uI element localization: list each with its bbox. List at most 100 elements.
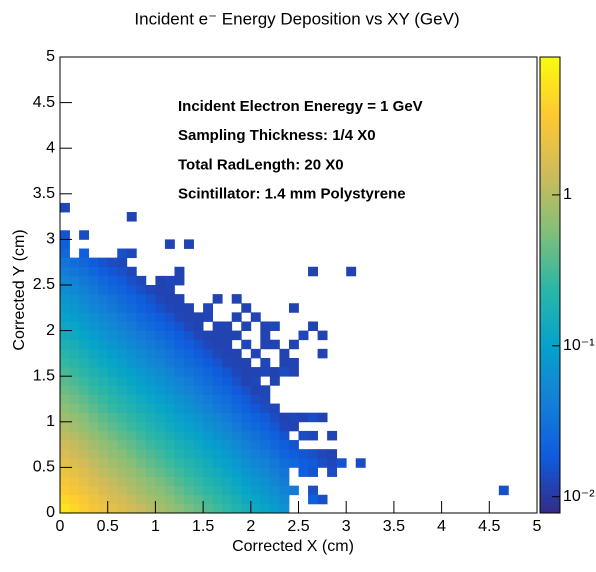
cell <box>241 430 252 441</box>
cell <box>107 458 118 468</box>
cell <box>260 476 271 487</box>
cell <box>60 202 70 213</box>
cell <box>260 458 271 468</box>
cell <box>164 458 175 468</box>
cell <box>193 330 204 341</box>
cell <box>155 367 166 377</box>
cell <box>241 339 252 350</box>
cell <box>250 394 261 404</box>
color-bar-step <box>540 140 560 145</box>
cell <box>69 503 80 514</box>
cell <box>155 357 166 368</box>
cell <box>69 458 80 468</box>
color-bar-step <box>540 247 560 252</box>
cell <box>145 321 156 331</box>
cell <box>231 494 242 505</box>
color-bar-step <box>540 243 560 248</box>
cell <box>498 485 509 496</box>
cell <box>212 485 223 496</box>
cell <box>88 430 99 441</box>
cell <box>184 385 194 395</box>
color-bar-step <box>540 452 560 457</box>
cell <box>222 503 233 514</box>
cells <box>60 202 509 514</box>
color-bar-step <box>540 83 560 88</box>
color-bar-step <box>540 391 560 396</box>
color-bar-frame <box>539 56 561 514</box>
cell <box>269 458 280 468</box>
cell <box>250 476 261 487</box>
cell <box>164 303 175 313</box>
cell <box>155 485 166 496</box>
cell <box>241 421 252 432</box>
cell <box>79 275 90 286</box>
cell <box>184 403 194 414</box>
color-bar-step <box>540 129 560 134</box>
cell <box>212 421 223 432</box>
cell <box>136 440 147 450</box>
cell <box>145 440 156 450</box>
cell <box>193 485 204 496</box>
cell <box>174 339 185 350</box>
cell <box>117 485 128 496</box>
cell <box>145 412 156 423</box>
cell <box>126 312 137 322</box>
color-bar-step <box>540 349 560 354</box>
cell <box>212 339 223 350</box>
color-bar-step <box>540 380 560 385</box>
cell <box>231 458 242 468</box>
cell <box>308 412 318 423</box>
cell <box>79 248 90 259</box>
cell <box>193 367 204 377</box>
color-bar-step <box>540 95 560 100</box>
cell <box>203 494 214 505</box>
cell <box>145 430 156 441</box>
cell <box>117 385 128 395</box>
cell <box>193 348 204 359</box>
cell <box>193 494 204 505</box>
cell <box>107 430 118 441</box>
cell <box>107 285 118 295</box>
cell <box>98 376 109 386</box>
cell <box>164 367 175 377</box>
cell <box>69 348 80 359</box>
cell <box>136 367 147 377</box>
color-bar-step <box>540 91 560 96</box>
cell <box>203 348 214 359</box>
cell <box>155 394 166 404</box>
cell <box>203 476 214 487</box>
color-bar-step <box>540 68 560 73</box>
cell <box>288 303 299 313</box>
cell <box>126 440 137 450</box>
cell <box>269 503 280 514</box>
cell <box>145 376 156 386</box>
cell <box>98 494 109 505</box>
x-tick-label: 4.5 <box>478 518 500 535</box>
cell <box>241 467 252 477</box>
cell <box>184 321 194 331</box>
cell <box>126 376 137 386</box>
cell <box>79 367 90 377</box>
cell <box>145 285 156 295</box>
cell <box>79 285 90 295</box>
cell <box>126 430 137 441</box>
cell <box>260 494 271 505</box>
cell <box>60 275 70 286</box>
cell <box>260 430 271 441</box>
cell <box>69 412 80 423</box>
x-tick-label: 0.5 <box>97 518 119 535</box>
color-bar-step <box>540 475 560 480</box>
cell <box>136 412 147 423</box>
cell <box>203 485 214 496</box>
cell <box>279 348 290 359</box>
cell <box>126 212 137 222</box>
cell <box>241 412 252 423</box>
cell <box>231 376 242 386</box>
cell <box>107 348 118 359</box>
color-bar-step <box>540 152 560 157</box>
cell <box>174 476 185 487</box>
color-bar-step <box>540 509 560 514</box>
cell <box>145 476 156 487</box>
cell <box>222 385 233 395</box>
